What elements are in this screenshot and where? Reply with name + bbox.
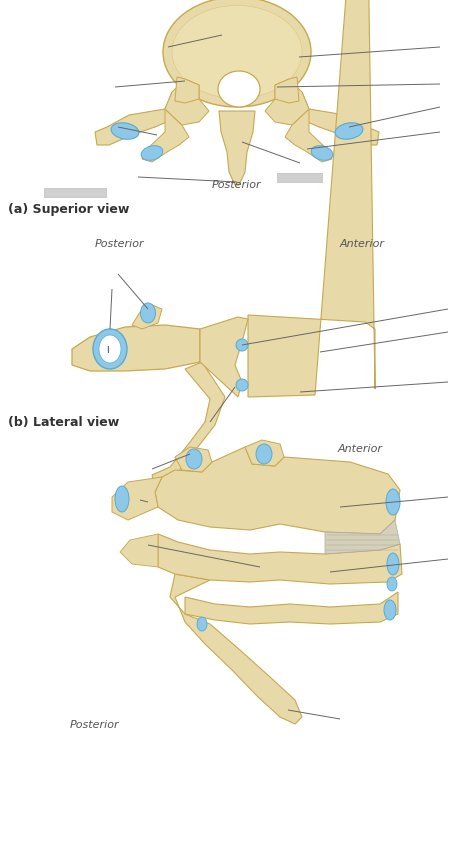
Ellipse shape [256,444,272,464]
Text: Anterior: Anterior [337,444,383,454]
Polygon shape [132,305,162,329]
Ellipse shape [93,329,127,369]
FancyBboxPatch shape [277,172,322,182]
Polygon shape [185,592,398,624]
Ellipse shape [141,146,163,160]
Ellipse shape [218,71,260,107]
Ellipse shape [335,123,363,139]
Text: (b) Lateral view: (b) Lateral view [8,416,119,428]
Ellipse shape [197,617,207,631]
Polygon shape [72,325,200,371]
Polygon shape [325,520,400,554]
Polygon shape [248,0,375,397]
Ellipse shape [387,553,399,575]
Polygon shape [285,109,332,162]
Polygon shape [112,477,162,520]
Polygon shape [275,77,299,103]
Ellipse shape [99,335,121,363]
Polygon shape [292,92,379,145]
Polygon shape [175,77,199,103]
Polygon shape [170,574,302,724]
Ellipse shape [387,577,397,591]
Polygon shape [152,362,225,487]
Polygon shape [142,109,189,162]
Ellipse shape [384,600,396,620]
FancyBboxPatch shape [44,188,106,196]
Polygon shape [265,79,309,125]
Ellipse shape [236,339,248,351]
Text: l: l [106,345,109,355]
Ellipse shape [111,123,139,139]
Polygon shape [200,317,248,397]
Polygon shape [175,447,212,472]
Text: Posterior: Posterior [212,180,262,190]
Ellipse shape [172,5,302,99]
Ellipse shape [311,146,333,160]
Polygon shape [120,534,158,567]
Ellipse shape [386,489,400,515]
Text: Posterior: Posterior [95,239,145,249]
Polygon shape [245,440,284,466]
Ellipse shape [140,303,155,323]
Polygon shape [155,447,400,534]
Ellipse shape [236,379,248,391]
Ellipse shape [163,0,311,107]
Text: (a) Superior view: (a) Superior view [8,202,129,215]
Text: Posterior: Posterior [70,720,120,730]
Ellipse shape [186,449,202,469]
Ellipse shape [115,486,129,512]
Polygon shape [219,111,255,185]
Polygon shape [95,92,182,145]
Polygon shape [158,534,402,584]
Text: Anterior: Anterior [339,239,384,249]
Polygon shape [165,79,209,125]
